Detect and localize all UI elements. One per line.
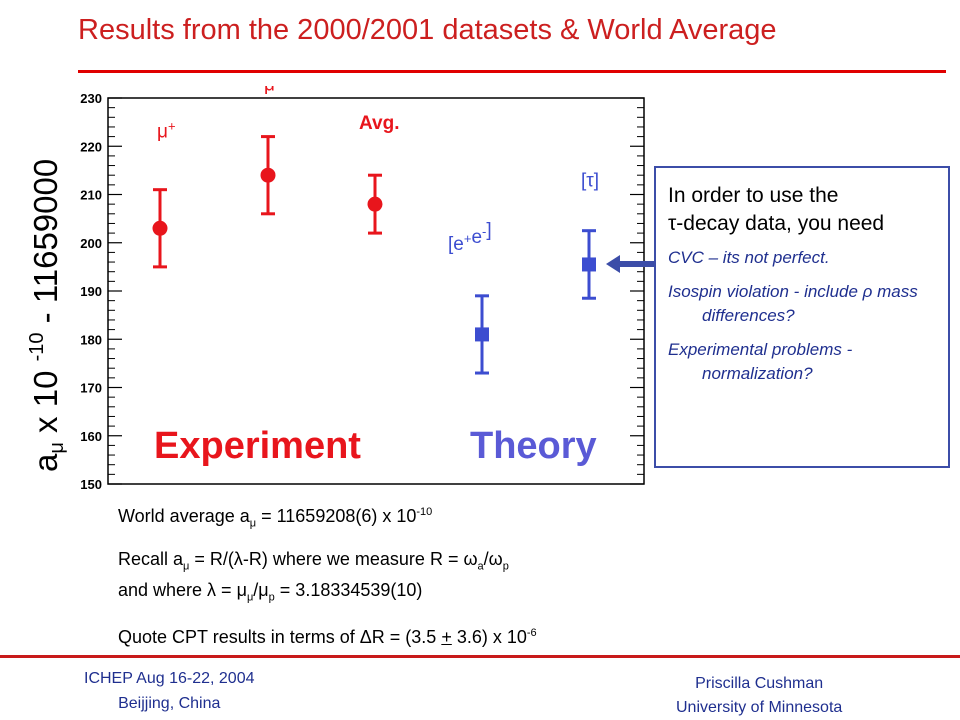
y-tick-label: 180 [80, 332, 102, 347]
y-tick-label: 210 [80, 188, 102, 203]
callout-arrow [606, 255, 656, 273]
data-point [367, 196, 383, 212]
chart-plot: 150 160 170 180 190 200 210 220 230 μ+ μ- Avg. [e+e-… [80, 86, 645, 490]
point-label: μ+ [157, 119, 176, 143]
slide-title: Results from the 2000/2001 datasets & Wo… [78, 14, 777, 46]
point-label: [τ] [581, 171, 599, 192]
plot-frame [107, 97, 645, 485]
data-point [475, 327, 489, 342]
experiment-label: Experiment [154, 425, 361, 467]
recall-line: Recall aμ = R/(λ-R) where we measure R =… [118, 548, 509, 573]
data-point [260, 167, 276, 183]
world-average-line: World average aμ = 11659208(6) x 10-10 [118, 506, 433, 530]
notes-block: World average aμ = 11659208(6) x 10-10 R… [118, 500, 537, 660]
point-label: Avg. [359, 113, 399, 134]
y-tick-label: 200 [80, 236, 102, 251]
callout-lead: In order to use the τ-decay data, you ne… [668, 184, 885, 235]
lambda-line: and where λ = μμ/μp = 3.18334539(10) [118, 580, 423, 604]
y-tick-label: 220 [80, 139, 102, 154]
y-axis-label: aμ x 10 -10 - 11659000 [26, 158, 68, 472]
callout-item-isospin: Isospin violation - include ρ mass diffe… [668, 282, 918, 325]
cvc-callout-box: In order to use the τ-decay data, you ne… [654, 166, 950, 468]
point-label: [e+e-] [448, 220, 492, 255]
footer-conference: ICHEP Aug 16-22, 2004 Beijjing, China [84, 670, 255, 712]
cpt-line: Quote CPT results in terms of ΔR = (3.5 … [118, 626, 537, 647]
point-label: μ- [264, 86, 279, 96]
footer-author: Priscilla Cushman University of Minnesot… [676, 675, 843, 716]
theory-label: Theory [470, 425, 597, 467]
callout-item-normalization: Experimental problems - normalization? [668, 340, 853, 383]
data-point [152, 220, 168, 236]
y-tick-label: 190 [80, 284, 102, 299]
callout-item-cvc: CVC – its not perfect. [668, 248, 830, 267]
data-point [582, 257, 596, 272]
y-tick-label: 230 [80, 91, 102, 106]
title-divider [78, 70, 946, 73]
y-tick-label: 170 [80, 381, 102, 396]
footer-divider [0, 655, 960, 658]
y-tick-label: 150 [80, 477, 102, 490]
y-tick-label: 160 [80, 429, 102, 444]
